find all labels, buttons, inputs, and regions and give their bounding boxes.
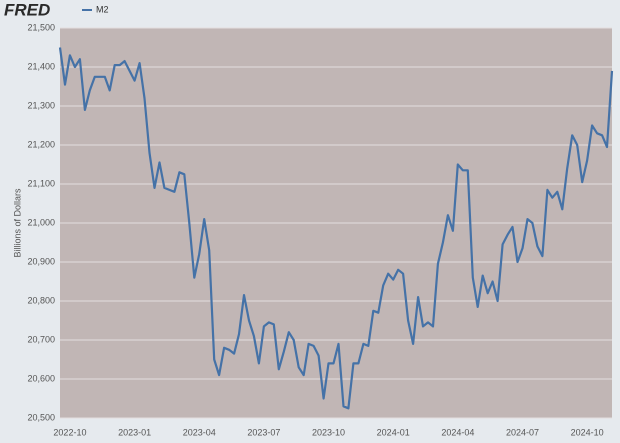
y-tick-label: 20,700	[27, 334, 55, 344]
y-tick-label: 21,200	[27, 139, 55, 149]
x-tick-label: 2024-01	[377, 427, 410, 437]
data-line	[58, 47, 614, 410]
x-tick-label: 2023-07	[247, 427, 280, 437]
x-tick-label: 2024-07	[506, 427, 539, 437]
y-tick-label: 21,300	[27, 100, 55, 110]
x-tick-label: 2022-10	[53, 427, 86, 437]
logo: FRED	[4, 0, 50, 19]
y-tick-label: 20,900	[27, 256, 55, 266]
y-tick-label: 21,400	[27, 61, 55, 71]
x-tick-label: 2024-10	[571, 427, 604, 437]
x-tick-label: 2023-04	[183, 427, 216, 437]
x-tick-label: 2024-04	[441, 427, 474, 437]
y-axis-label: Billions of Dollars	[12, 188, 22, 258]
x-tick-label: 2023-01	[118, 427, 151, 437]
y-tick-label: 21,100	[27, 178, 55, 188]
y-tick-label: 21,000	[27, 217, 55, 227]
y-tick-label: 20,500	[27, 412, 55, 422]
y-tick-label: 21,500	[27, 22, 55, 32]
y-tick-label: 20,800	[27, 295, 55, 305]
legend-label: M2	[96, 4, 109, 14]
y-tick-label: 20,600	[27, 373, 55, 383]
x-tick-label: 2023-10	[312, 427, 345, 437]
